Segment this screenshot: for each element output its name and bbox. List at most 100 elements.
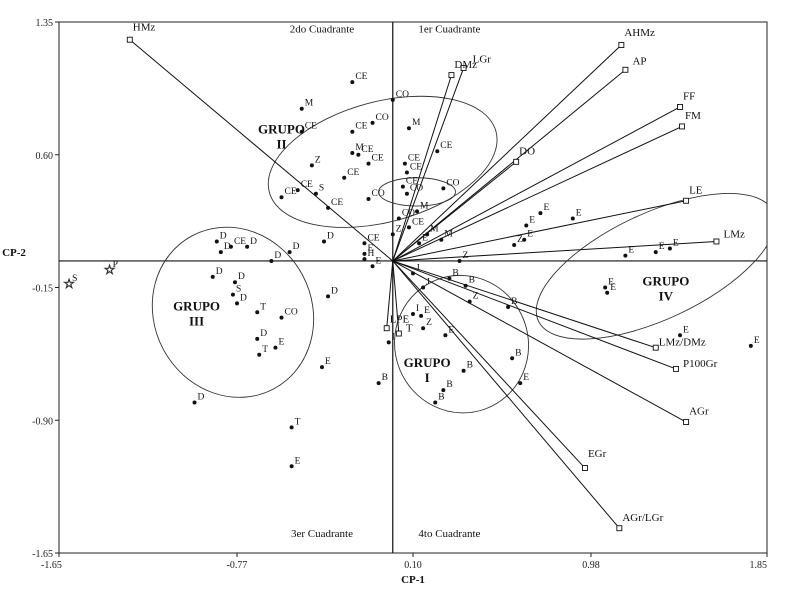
vector-line [392, 200, 687, 262]
point-label: CO [376, 113, 389, 123]
point-label: B [438, 393, 444, 403]
point-label: M [412, 118, 421, 128]
point-label: CE [408, 154, 420, 164]
x-tick-label: -0.77 [227, 560, 248, 571]
vector-label: LMz/DMz [659, 337, 706, 349]
vector-line [129, 39, 394, 262]
point-label: E [523, 373, 529, 383]
vector-end-marker [713, 238, 720, 245]
y-tick-label: 1.35 [36, 18, 54, 29]
data-point [433, 400, 438, 405]
group-ellipses [151, 95, 767, 414]
group-label: GRUPO [642, 274, 689, 289]
vector-end-marker [652, 344, 659, 351]
data-point [319, 365, 324, 370]
data-point [421, 326, 426, 331]
point-label: M [444, 230, 453, 240]
point-label: M [305, 99, 314, 109]
data-point [522, 237, 527, 242]
point-label: D [327, 231, 334, 241]
point-label: CE [371, 154, 383, 164]
point-label: CO [371, 189, 384, 199]
x-tick-label: 0.10 [404, 560, 422, 571]
data-point [255, 310, 260, 315]
data-point [218, 250, 223, 255]
point-label: I [392, 332, 395, 342]
quadrant-label: 1er Cuadrante [418, 24, 480, 36]
data-point [605, 290, 610, 295]
point-label: D [238, 272, 245, 282]
data-point [435, 149, 440, 154]
vector-label: LMz [723, 229, 745, 241]
group-label: GRUPO [173, 299, 220, 314]
data-point [419, 313, 424, 318]
point-label: Z [396, 224, 402, 234]
data-point [299, 106, 304, 111]
vector-label: DO [519, 146, 535, 158]
data-point [273, 345, 278, 350]
vector-line [392, 260, 586, 469]
point-label: CO [402, 208, 415, 218]
point-label: D [220, 231, 227, 241]
vector-label: LE [689, 184, 703, 196]
point-label: CE [234, 237, 246, 247]
quadrant-label: 3er Cuadrante [291, 528, 353, 540]
data-point [390, 97, 395, 102]
point-label: E [608, 278, 614, 288]
data-point [350, 150, 355, 155]
point-label: CO [446, 178, 459, 188]
data-point [441, 388, 446, 393]
vector-line [392, 260, 400, 334]
point-label: D [198, 393, 205, 403]
data-point [467, 299, 472, 304]
point-label: B [467, 361, 473, 371]
data-point [603, 285, 608, 290]
point-label: M [355, 143, 364, 153]
vector-line [392, 106, 681, 262]
vector-label: AHMz [624, 27, 655, 39]
group-label: GRUPO [404, 355, 451, 370]
vector-label: HMz [133, 22, 156, 34]
data-point [386, 340, 391, 345]
x-tick-label: 1.85 [750, 560, 768, 571]
point-label: E [527, 230, 533, 240]
point-label: D [331, 286, 338, 296]
point-label: S [72, 274, 77, 284]
point-label: Z [426, 318, 432, 328]
data-point [461, 368, 466, 373]
data-point [362, 251, 367, 256]
text-labels: 1er Cuadrante 2do Cuadrante 3er Cuadrante 4… [72, 22, 760, 540]
point-label: CE [301, 180, 313, 190]
point-label: E [659, 242, 665, 252]
vector-line [392, 44, 622, 262]
point-star-marker: ☆ [104, 262, 116, 277]
data-point [192, 400, 197, 405]
vector-label: LPE [390, 314, 410, 326]
data-point [235, 301, 240, 306]
vector-end-marker [677, 104, 683, 110]
data-point [404, 170, 409, 175]
data-point [356, 152, 361, 157]
vector-end-marker [395, 330, 402, 337]
group-ellipse [378, 177, 456, 207]
group-label: IV [659, 289, 674, 304]
data-point [667, 246, 672, 251]
data-point [279, 315, 284, 320]
data-point [366, 197, 371, 201]
plot-frame [58, 21, 768, 554]
data-point [326, 205, 331, 210]
point-label: E [683, 325, 689, 335]
vector-end-marker [683, 419, 690, 425]
point-label: E [376, 256, 382, 266]
vector-end-marker [448, 72, 455, 79]
vector-line [392, 260, 656, 349]
point-label: E [529, 216, 535, 226]
vector-line [392, 260, 677, 370]
data-point [269, 258, 274, 263]
group-ellipse [535, 192, 767, 340]
point-label: E [422, 233, 428, 243]
vector-line [392, 161, 517, 262]
point-label: E [576, 208, 582, 218]
vector-label: T [406, 323, 413, 335]
data-point [326, 294, 331, 299]
